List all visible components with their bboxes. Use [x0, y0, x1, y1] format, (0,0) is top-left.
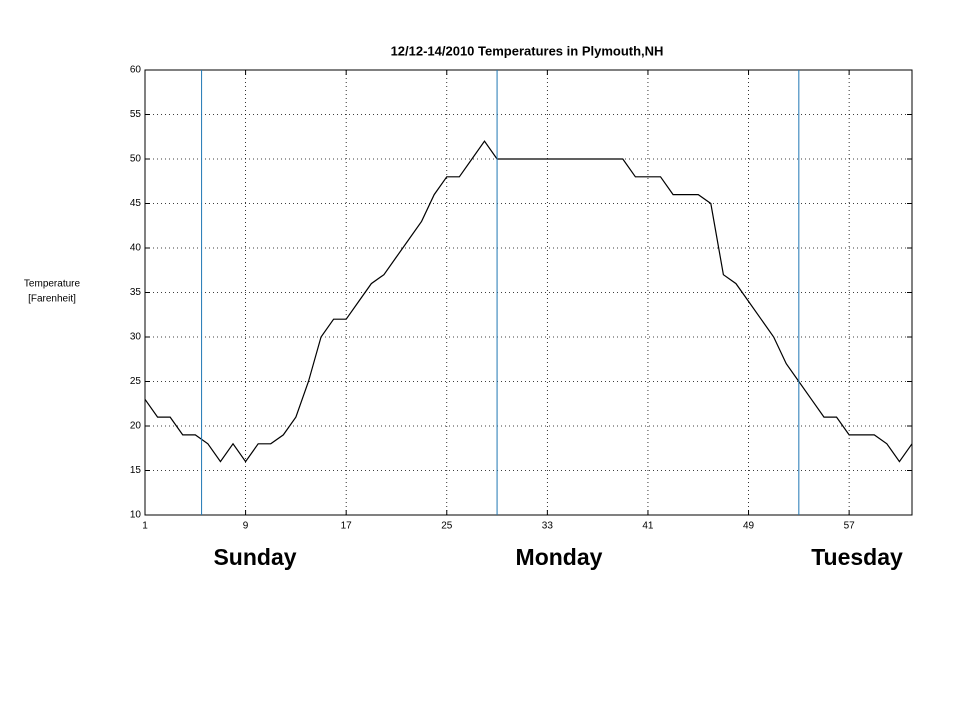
x-tick-label: 17	[341, 521, 353, 532]
plot-frame	[144, 69, 913, 516]
y-tick-label: 15	[130, 465, 142, 476]
y-tick-label: 40	[130, 243, 142, 254]
chart-title: 12/12-14/2010 Temperatures in Plymouth,N…	[391, 43, 664, 58]
y-tick-label: 30	[130, 332, 142, 343]
y-tick-label: 35	[130, 287, 142, 298]
x-tick-label: 57	[844, 521, 856, 532]
temperature-line	[144, 140, 913, 463]
x-tick-label: 41	[642, 521, 654, 532]
day-label: Sunday	[213, 544, 296, 570]
y-axis-label: Temperature	[24, 279, 81, 290]
y-tick-label: 45	[130, 198, 142, 209]
x-tick-label: 1	[142, 521, 148, 532]
y-axis-label: [Farenheit]	[28, 294, 76, 305]
y-tick-label: 25	[130, 376, 142, 387]
x-tick-label: 25	[441, 521, 453, 532]
y-tick-label: 50	[130, 154, 142, 165]
y-tick-label: 60	[130, 65, 142, 76]
day-label: Monday	[516, 544, 603, 570]
y-tick-label: 55	[130, 109, 142, 120]
y-tick-label: 20	[130, 421, 142, 432]
day-label: Tuesday	[811, 544, 903, 570]
y-tick-label: 10	[130, 510, 142, 521]
x-tick-label: 33	[542, 521, 554, 532]
x-tick-label: 49	[743, 521, 755, 532]
x-tick-label: 9	[243, 521, 249, 532]
